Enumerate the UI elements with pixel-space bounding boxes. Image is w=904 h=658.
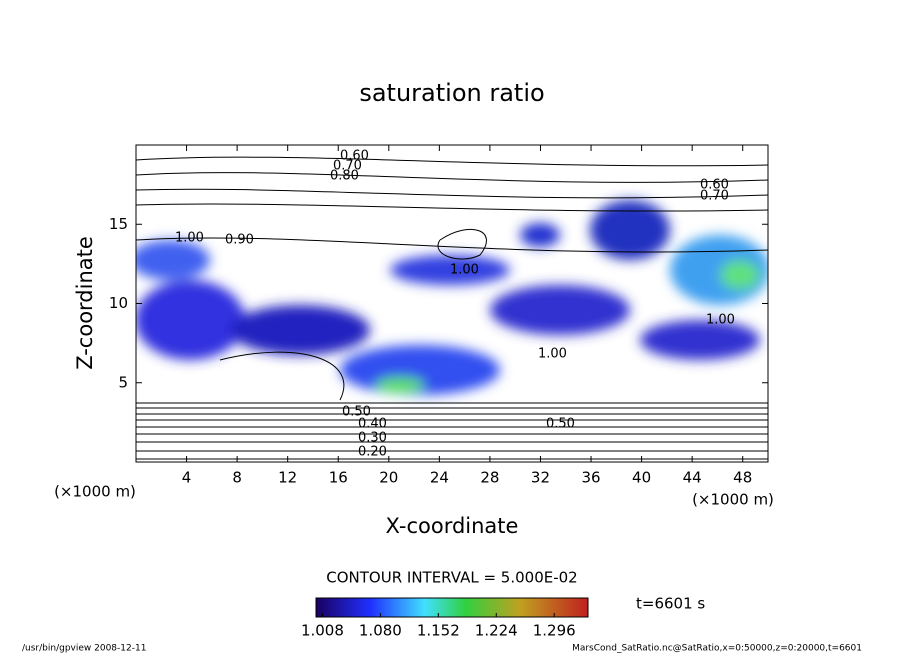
shading xyxy=(136,200,768,395)
x-tick-label: 12 xyxy=(278,469,297,487)
x-tick-label: 20 xyxy=(379,469,398,487)
footer-right: MarsCond_SatRatio.nc@SatRatio,x=0:50000,… xyxy=(572,644,862,654)
contour-label: 0.20 xyxy=(358,445,387,460)
x-tick-label: 28 xyxy=(480,469,499,487)
contour-label: 0.60 xyxy=(700,178,729,193)
x-tick-label: 16 xyxy=(329,469,348,487)
contour-label: 0.70 xyxy=(700,189,729,204)
y-tick-label: 15 xyxy=(109,215,128,233)
footer-left: /usr/bin/gpview 2008-12-11 xyxy=(22,644,146,654)
contour-label: 0.50 xyxy=(546,417,575,432)
y-tick-label: 10 xyxy=(109,294,128,312)
contour-label: 0.30 xyxy=(358,431,387,446)
x-tick-label: 24 xyxy=(430,469,449,487)
chart-title: saturation ratio xyxy=(359,79,544,107)
x-tick-label: 40 xyxy=(632,469,651,487)
x-tick-label: 8 xyxy=(232,469,242,487)
y-axis-label: Z-coordinate xyxy=(73,236,97,370)
contour-label: 0.40 xyxy=(358,417,387,432)
contour-label: 1.00 xyxy=(706,313,735,328)
colorbar-tick-label: 1.008 xyxy=(301,622,344,640)
contour-label: 0.70 xyxy=(333,159,362,174)
colorbar-tick-label: 1.296 xyxy=(533,622,576,640)
time-label: t=6601 s xyxy=(636,595,705,613)
x-tick-label: 4 xyxy=(182,469,192,487)
contour-label: 1.00 xyxy=(450,263,479,278)
x-tick-label: 48 xyxy=(733,469,752,487)
colorbar-tick-label: 1.224 xyxy=(475,622,518,640)
contour-lines xyxy=(136,156,768,401)
x-tick-label: 44 xyxy=(683,469,702,487)
colorbar-tick-label: 1.080 xyxy=(359,622,402,640)
contour-interval: CONTOUR INTERVAL = 5.000E-02 xyxy=(326,569,577,587)
contour-label: 0.90 xyxy=(225,233,254,248)
x-tick-label: 32 xyxy=(531,469,550,487)
colorbar-tick-label: 1.152 xyxy=(417,622,460,640)
y-unit: (×1000 m) xyxy=(54,483,136,501)
contour-label: 0.80 xyxy=(330,169,359,184)
colorbar xyxy=(315,597,589,618)
x-unit: (×1000 m) xyxy=(692,491,774,509)
x-tick-label: 36 xyxy=(581,469,600,487)
field xyxy=(136,156,768,460)
lower-contours xyxy=(136,402,768,460)
x-axis-label: X-coordinate xyxy=(386,514,519,538)
y-tick-label: 5 xyxy=(118,373,128,391)
contour-label: 1.00 xyxy=(175,231,204,246)
contour-label: 1.00 xyxy=(538,347,567,362)
contour-label: 0.50 xyxy=(342,405,371,420)
contour-label: 0.60 xyxy=(340,149,369,164)
